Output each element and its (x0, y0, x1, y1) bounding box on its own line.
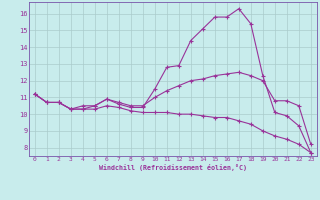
X-axis label: Windchill (Refroidissement éolien,°C): Windchill (Refroidissement éolien,°C) (99, 164, 247, 171)
